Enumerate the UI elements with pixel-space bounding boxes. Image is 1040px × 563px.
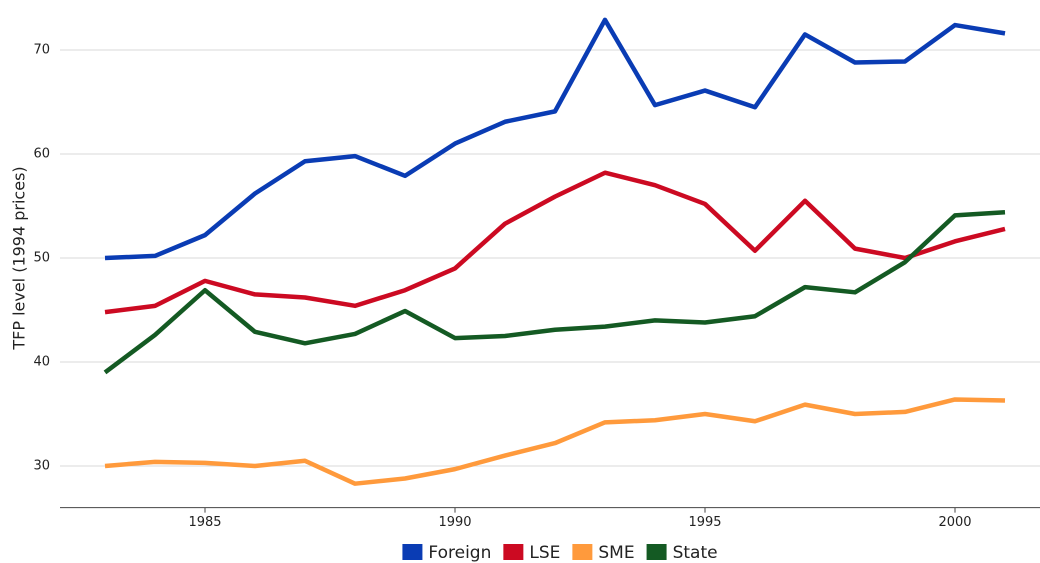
x-tick-label: 2000 bbox=[938, 515, 971, 530]
legend-label: LSE bbox=[529, 543, 560, 563]
series-line bbox=[104, 397, 1006, 486]
series-line bbox=[104, 170, 1006, 315]
x-tick-label: 1990 bbox=[438, 515, 471, 530]
series-line bbox=[104, 17, 1006, 261]
y-tick-label: 60 bbox=[33, 147, 50, 162]
legend-swatch bbox=[503, 544, 524, 560]
x-tick-label: 1995 bbox=[688, 515, 721, 530]
legend-label: SME bbox=[598, 543, 634, 563]
x-tick-label: 1985 bbox=[188, 515, 221, 530]
series-line bbox=[103, 209, 1006, 375]
y-tick-label: 50 bbox=[33, 251, 50, 266]
legend-swatch bbox=[402, 544, 423, 560]
legend-label: State bbox=[673, 543, 718, 563]
y-tick-label: 40 bbox=[33, 355, 50, 370]
y-axis-label: TFP level (1994 prices) bbox=[10, 166, 29, 350]
legend: Foreign LSE SME State bbox=[402, 543, 718, 563]
legend-label: Foreign bbox=[428, 543, 491, 563]
y-tick-label: 70 bbox=[33, 43, 50, 58]
legend-swatch bbox=[572, 544, 593, 560]
y-tick-label: 30 bbox=[33, 459, 50, 474]
legend-swatch bbox=[646, 544, 667, 560]
